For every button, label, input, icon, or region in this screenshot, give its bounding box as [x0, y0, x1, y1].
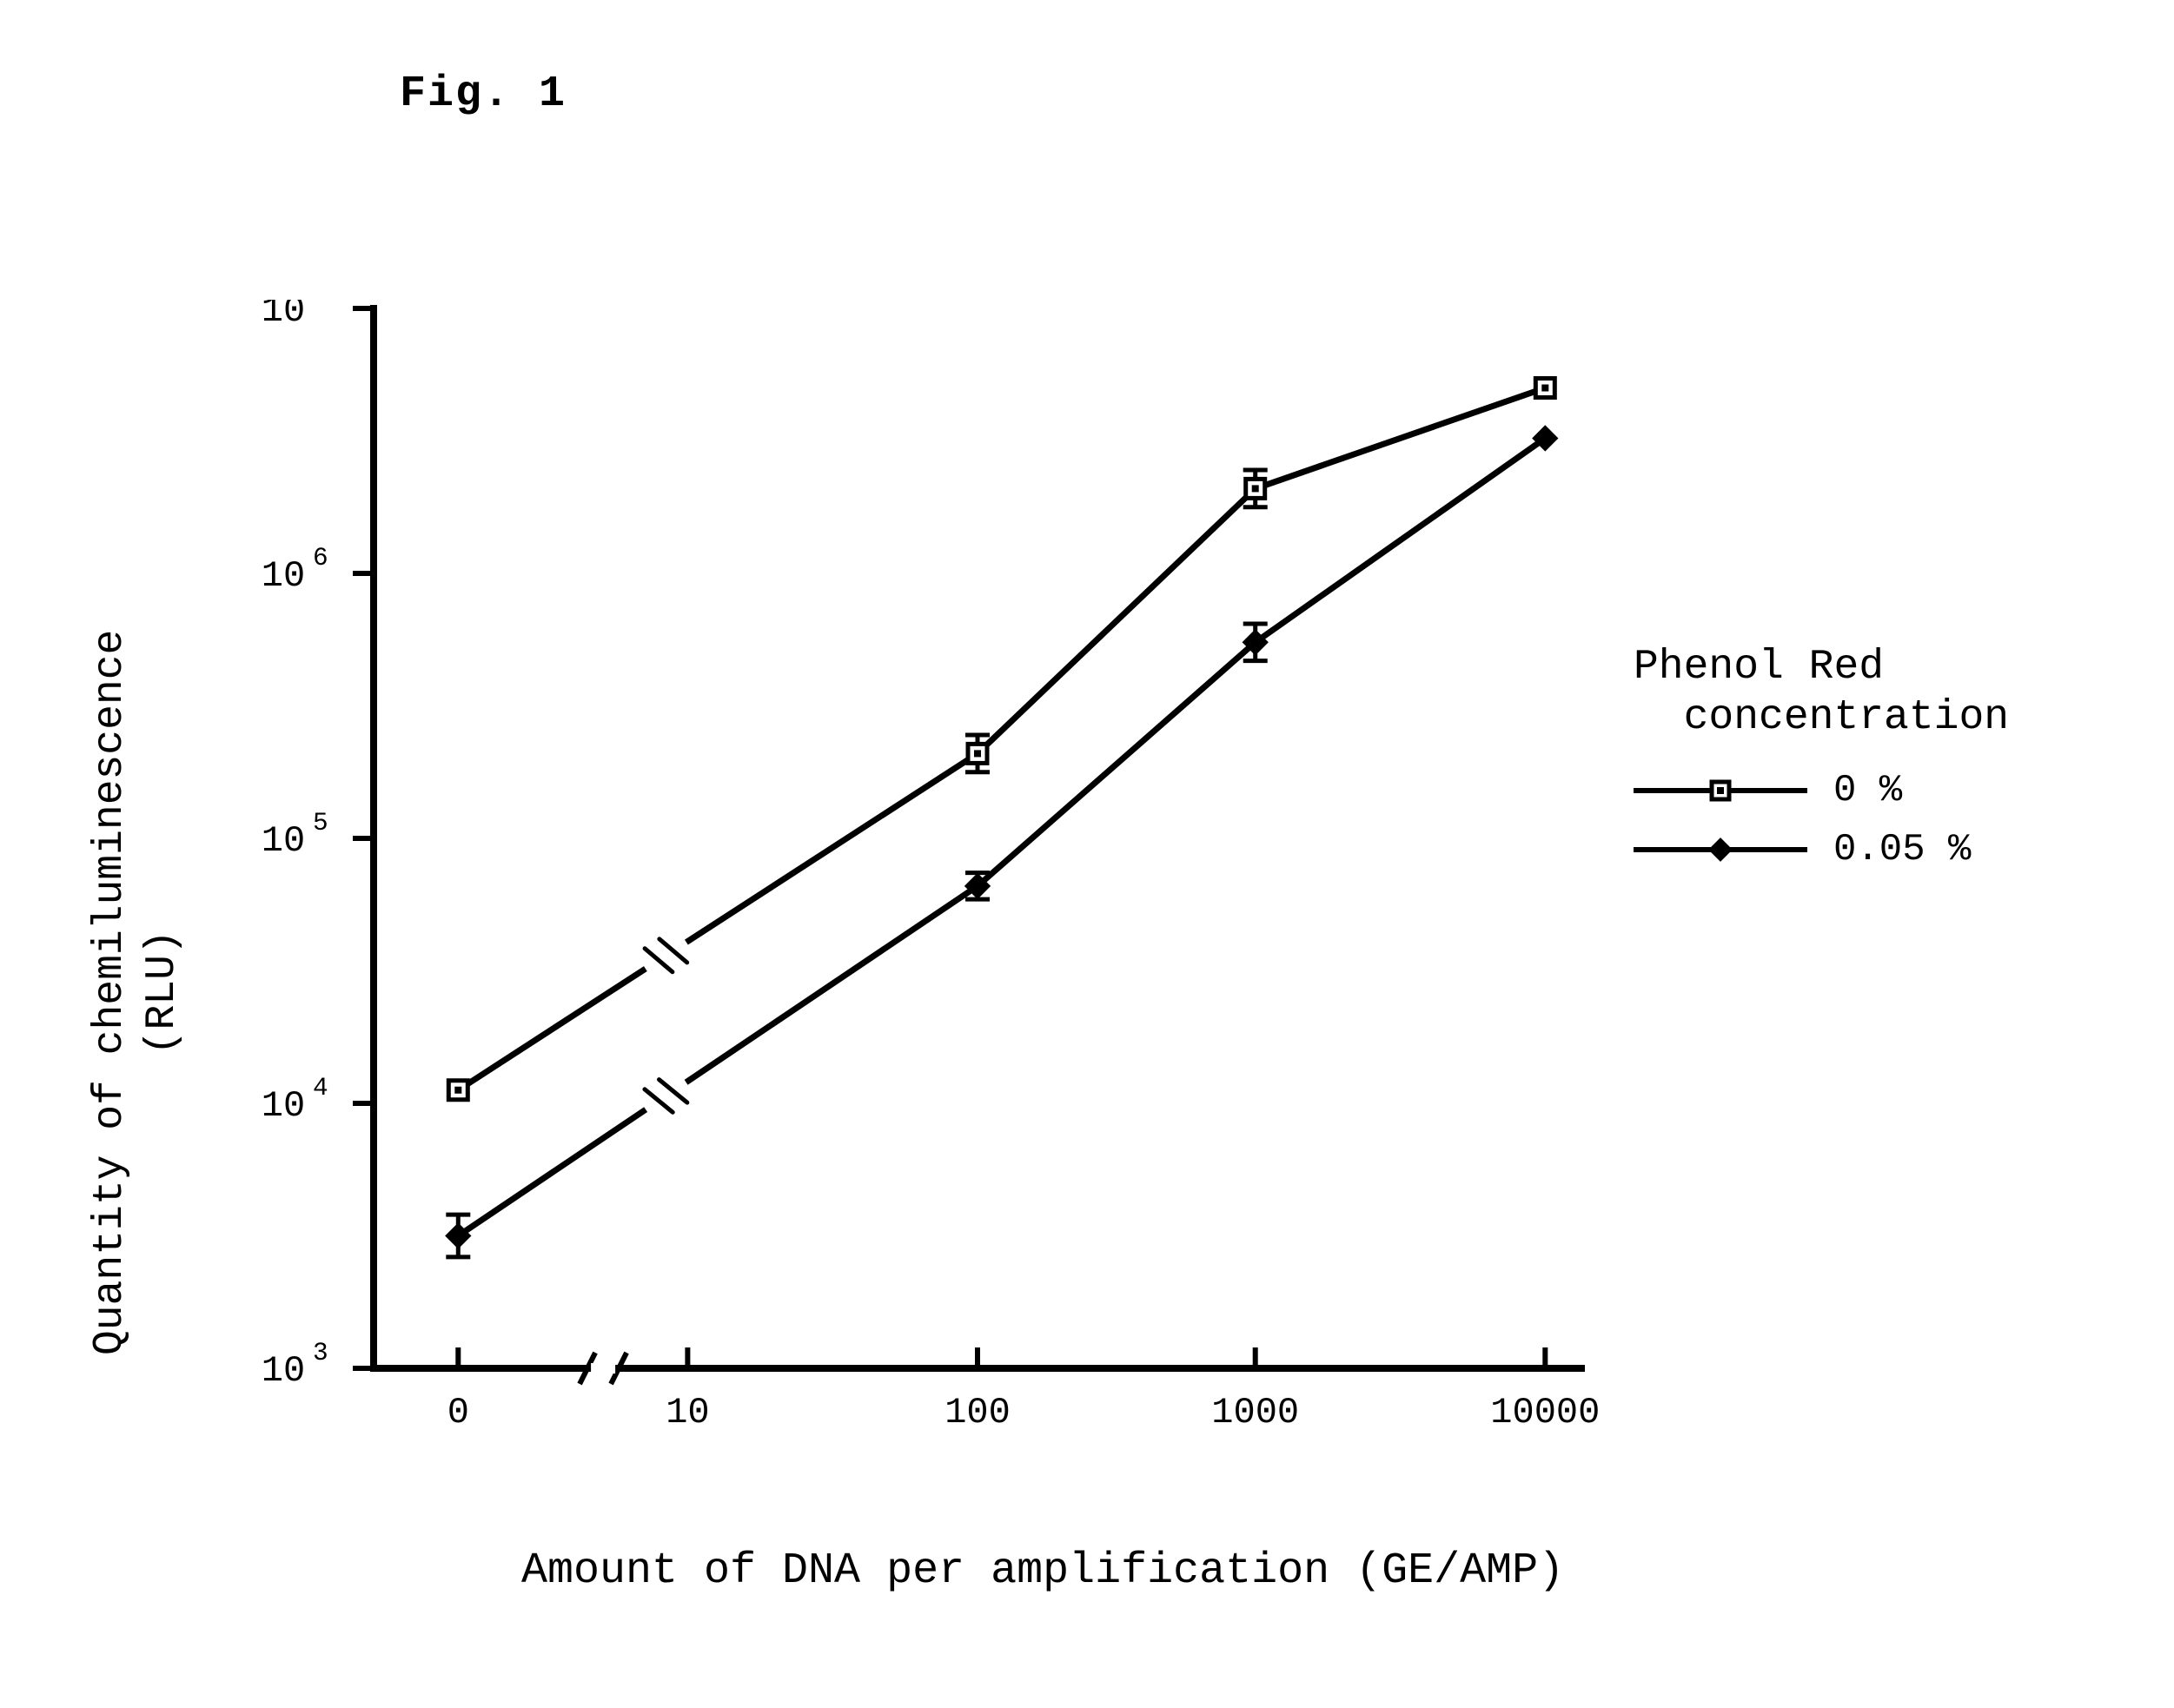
svg-text:100: 100: [944, 1392, 1011, 1433]
svg-text:10: 10: [262, 1350, 305, 1392]
svg-text:10: 10: [666, 1392, 709, 1433]
legend-item-label: 0 %: [1833, 769, 1902, 812]
legend-items: 0 % 0.05 %: [1634, 769, 2009, 871]
legend-title-line2: concentration: [1634, 693, 2009, 744]
y-axis-label-line1: Quantity of chemiluminescence: [87, 630, 134, 1355]
figure-page: Fig. 1 Quantity of chemiluminescence (RL…: [0, 0, 2174, 1708]
svg-text:10: 10: [262, 555, 305, 597]
y-axis-label-line2: (RLU): [139, 630, 186, 1355]
svg-text:7: 7: [313, 300, 328, 308]
legend-item: 0.05 %: [1634, 828, 2009, 871]
svg-text:4: 4: [313, 1074, 328, 1102]
figure-title: Fig. 1: [400, 70, 567, 119]
svg-text:10: 10: [262, 820, 305, 862]
svg-text:10000: 10000: [1490, 1392, 1600, 1433]
legend-item-label: 0.05 %: [1833, 828, 1971, 871]
legend-item: 0 %: [1634, 769, 2009, 812]
y-axis-label-group: Quantity of chemiluminescence (RLU): [87, 630, 186, 1355]
svg-text:6: 6: [313, 544, 328, 573]
legend-title-line1: Phenol Red: [1634, 643, 2009, 693]
svg-text:10: 10: [262, 300, 305, 332]
legend-swatch: [1634, 832, 1807, 867]
svg-text:5: 5: [313, 809, 328, 837]
svg-text:1000: 1000: [1211, 1392, 1299, 1433]
x-axis-label: Amount of DNA per amplification (GE/AMP): [521, 1546, 1564, 1596]
legend: Phenol Red concentration 0 % 0.05 %: [1634, 643, 2009, 871]
svg-text:3: 3: [313, 1339, 328, 1367]
legend-swatch: [1634, 773, 1807, 808]
svg-text:10: 10: [262, 1085, 305, 1127]
svg-text:0: 0: [447, 1392, 469, 1433]
chart-plot: 10 3 10 4 10 5 10 6 10 7 0 10 100 1000 10000: [252, 300, 1607, 1473]
